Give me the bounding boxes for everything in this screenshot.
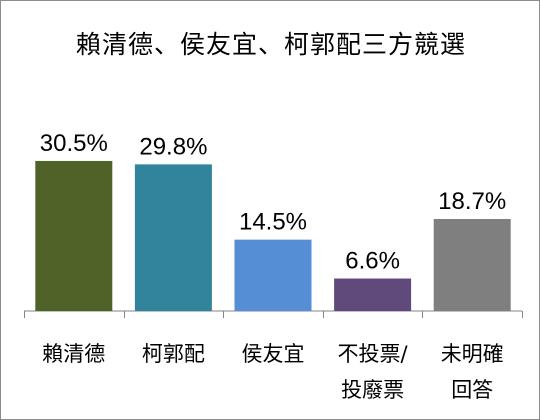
bar-1	[35, 160, 113, 311]
category-label-5-line-2: 回答	[451, 378, 493, 402]
category-label-2: 柯郭配	[142, 342, 205, 366]
data-label-1: 30.5%	[40, 130, 108, 157]
bar-5	[433, 218, 511, 311]
bar-4	[334, 278, 412, 311]
category-label-3: 侯友宜	[242, 342, 305, 366]
data-label-2: 29.8%	[139, 133, 207, 160]
category-label-1: 賴清德	[42, 342, 105, 366]
category-label-4-line-1: 不投票/	[338, 342, 409, 366]
data-label-5: 18.7%	[438, 188, 506, 215]
bar-3	[234, 239, 312, 311]
chart-title: 賴清德、侯友宜、柯郭配三方競選	[75, 30, 466, 59]
category-label-4-line-2: 投廢票	[341, 378, 404, 402]
category-label-5-line-1: 未明確	[441, 342, 504, 366]
bar-2	[134, 164, 212, 311]
data-label-3: 14.5%	[239, 209, 307, 236]
data-label-4: 6.6%	[345, 248, 400, 275]
